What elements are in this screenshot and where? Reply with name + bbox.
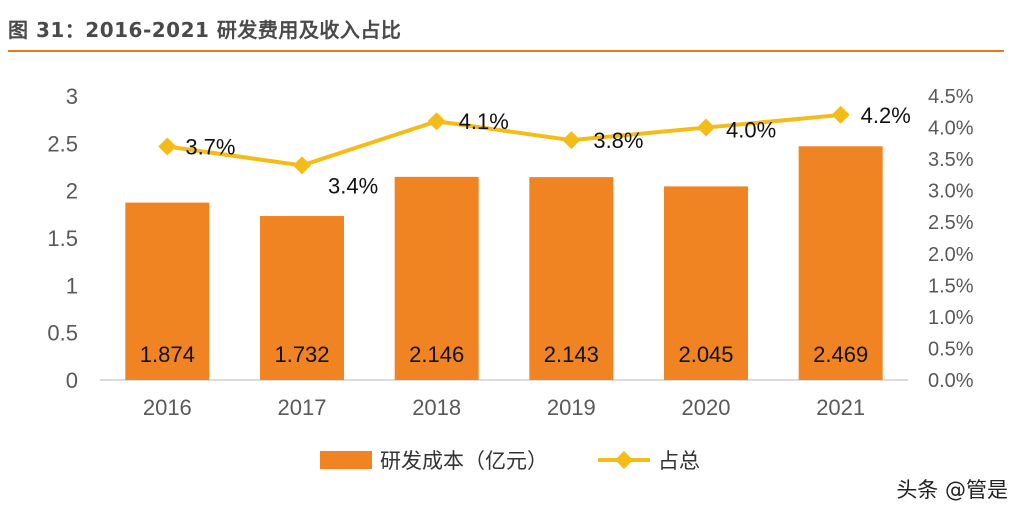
left-tick-label: 3 bbox=[66, 84, 78, 109]
bar-value-label: 1.874 bbox=[140, 342, 195, 367]
left-tick-label: 0.5 bbox=[47, 321, 78, 346]
bar-data-labels: 1.874 1.732 2.146 2.143 2.045 2.469 bbox=[140, 342, 868, 367]
left-tick-label: 2 bbox=[66, 179, 78, 204]
line-value-label: 4.2% bbox=[861, 103, 911, 128]
right-tick-label: 0.0% bbox=[928, 370, 974, 392]
bar-value-label: 2.143 bbox=[544, 342, 599, 367]
right-tick-label: 2.5% bbox=[928, 212, 974, 234]
bar bbox=[529, 177, 614, 380]
legend-bar-swatch bbox=[320, 451, 372, 469]
line-point bbox=[158, 137, 177, 156]
right-tick-label: 3.5% bbox=[928, 149, 974, 171]
left-axis: 0 0.5 1 1.5 2 2.5 3 bbox=[47, 84, 78, 393]
left-tick-label: 1.5 bbox=[47, 226, 78, 251]
line-value-label: 4.1% bbox=[459, 109, 509, 134]
bar-value-label: 1.732 bbox=[274, 342, 329, 367]
line-point bbox=[427, 112, 446, 131]
bar bbox=[125, 202, 210, 380]
watermark: 头条 @管是 bbox=[896, 478, 1008, 502]
left-tick-label: 1 bbox=[66, 273, 78, 298]
line-value-label: 3.4% bbox=[328, 173, 378, 198]
right-tick-label: 2.0% bbox=[928, 244, 974, 266]
right-axis: 0.0% 0.5% 1.0% 1.5% 2.0% 2.5% 3.0% 3.5% 4.0% 4.5% bbox=[928, 86, 974, 392]
line-point bbox=[831, 105, 850, 124]
x-category-label: 2021 bbox=[816, 395, 865, 420]
title-rule bbox=[8, 50, 1004, 52]
line-point bbox=[562, 131, 581, 150]
x-category-label: 2018 bbox=[412, 395, 461, 420]
line-value-label: 3.8% bbox=[593, 128, 643, 153]
x-category-label: 2019 bbox=[547, 395, 596, 420]
right-tick-label: 3.0% bbox=[928, 181, 974, 203]
legend: 研发成本（亿元） 占总 bbox=[320, 449, 700, 473]
x-category-label: 2020 bbox=[682, 395, 731, 420]
line-point bbox=[293, 156, 311, 175]
x-axis-categories: 2016 2017 2018 2019 2020 2021 bbox=[143, 395, 865, 420]
line-point bbox=[697, 118, 715, 137]
right-tick-label: 1.0% bbox=[928, 307, 974, 329]
line-value-label: 3.7% bbox=[185, 134, 235, 159]
bar-value-label: 2.469 bbox=[813, 342, 868, 367]
figure-title: 图 31：2016-2021 研发费用及收入占比 bbox=[8, 18, 402, 42]
bar-value-label: 2.146 bbox=[409, 342, 464, 367]
bar bbox=[798, 146, 883, 380]
line-series: 3.7% 3.4% 4.1% 3.8% 4.0% 4.2% bbox=[158, 103, 911, 198]
bar bbox=[260, 216, 344, 380]
bar-series bbox=[125, 146, 883, 380]
bar-value-label: 2.045 bbox=[678, 342, 733, 367]
right-tick-label: 4.5% bbox=[928, 86, 974, 108]
bar bbox=[664, 186, 748, 380]
right-tick-label: 1.5% bbox=[928, 275, 974, 297]
x-category-label: 2017 bbox=[278, 395, 327, 420]
legend-line-label: 占总 bbox=[658, 449, 700, 473]
legend-line-marker bbox=[615, 451, 633, 469]
legend-bar-label: 研发成本（亿元） bbox=[380, 449, 548, 473]
right-tick-label: 4.0% bbox=[928, 118, 974, 140]
left-tick-label: 2.5 bbox=[47, 131, 78, 156]
x-category-label: 2016 bbox=[143, 395, 192, 420]
figure-header: 图 31：2016-2021 研发费用及收入占比 bbox=[0, 0, 1022, 52]
line-value-label: 4.0% bbox=[726, 118, 776, 143]
left-tick-label: 0 bbox=[66, 368, 78, 393]
right-tick-label: 0.5% bbox=[928, 338, 974, 360]
bar bbox=[394, 176, 479, 380]
line-path bbox=[167, 112, 841, 168]
